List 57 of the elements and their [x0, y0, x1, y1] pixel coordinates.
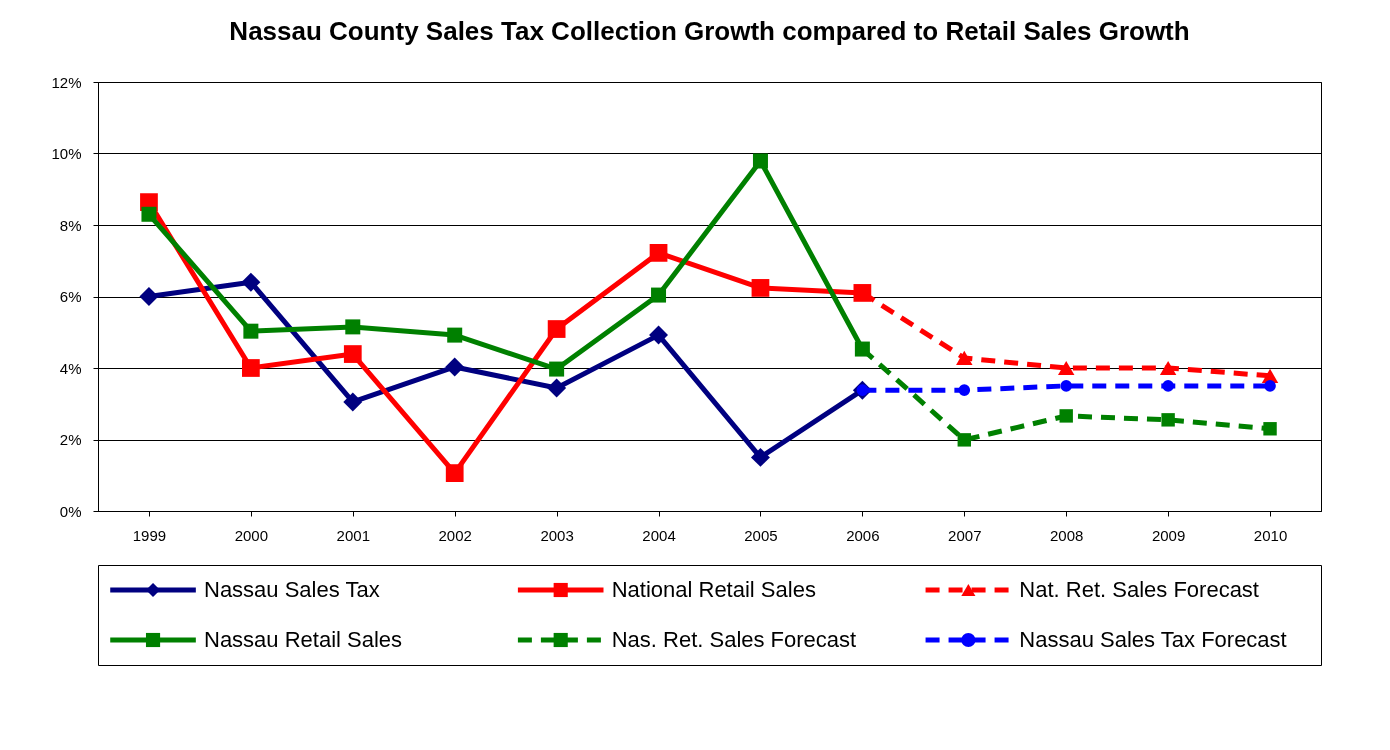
- point: [549, 361, 565, 377]
- x-tick-label: 2001: [336, 526, 370, 544]
- y-tick-label: 0%: [59, 502, 82, 520]
- x-tick-label: 2010: [1253, 526, 1288, 544]
- point: [1161, 413, 1175, 427]
- point: [447, 327, 463, 343]
- legend-label: Nas. Ret. Sales Forecast: [611, 627, 857, 652]
- x-tick-label: 2002: [438, 526, 472, 544]
- point: [1057, 360, 1075, 376]
- point: [1060, 380, 1073, 392]
- point: [139, 287, 159, 306]
- point: [751, 279, 770, 297]
- point: [1159, 360, 1177, 376]
- y-tick-label: 2%: [59, 431, 82, 448]
- point: [956, 350, 973, 366]
- x-tick-label: 2000: [234, 526, 269, 544]
- legend-label: Nassau Sales Tax: [203, 577, 380, 602]
- legend-label: National Retail Sales: [611, 577, 816, 602]
- chart-title: Nassau County Sales Tax Collection Growth compared to Retail Sales Growth: [229, 16, 1190, 46]
- point: [345, 319, 361, 335]
- point: [651, 287, 667, 303]
- x-tick-label: 2003: [540, 526, 574, 544]
- point: [649, 244, 668, 262]
- point: [752, 153, 768, 169]
- point: [649, 325, 669, 345]
- point: [343, 345, 362, 363]
- point: [958, 384, 971, 396]
- point: [547, 378, 567, 398]
- point: [1264, 380, 1276, 392]
- point: [343, 392, 363, 412]
- point: [241, 272, 261, 292]
- point: [750, 447, 770, 467]
- point: [957, 433, 971, 447]
- point: [445, 357, 465, 377]
- x-tick-label: 2009: [1151, 526, 1186, 544]
- x-tick-label: 2008: [1050, 526, 1084, 544]
- point: [1263, 422, 1277, 436]
- point: [547, 320, 566, 338]
- point: [445, 464, 464, 482]
- x-tick-label: 2004: [642, 526, 676, 544]
- x-tick-label: 2006: [846, 526, 880, 544]
- legend-label: Nassau Retail Sales: [203, 627, 403, 652]
- y-tick-label: 10%: [51, 145, 82, 162]
- y-tick-label: 6%: [59, 288, 82, 305]
- point: [243, 323, 259, 339]
- y-tick-label: 12%: [51, 73, 82, 91]
- legend-label: Nat. Ret. Sales Forecast: [1019, 577, 1259, 602]
- point: [141, 206, 157, 222]
- x-tick-label: 1999: [132, 526, 167, 544]
- point: [1059, 409, 1073, 423]
- legend-label: Nassau Sales Tax Forecast: [1019, 627, 1287, 652]
- point: [242, 359, 260, 377]
- y-tick-label: 4%: [59, 359, 82, 377]
- point: [1162, 380, 1174, 392]
- x-tick-label: 2005: [744, 526, 778, 544]
- x-tick-label: 2007: [948, 526, 982, 544]
- y-tick-label: 8%: [59, 216, 82, 234]
